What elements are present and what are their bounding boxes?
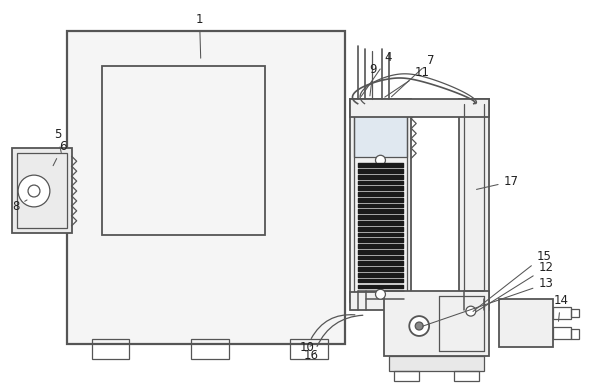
- Bar: [394, 371, 419, 381]
- Bar: [67, 31, 345, 344]
- Bar: [498, 299, 553, 347]
- Bar: [350, 99, 411, 302]
- Bar: [384, 291, 488, 356]
- Bar: [290, 339, 328, 359]
- Text: 10: 10: [300, 341, 315, 354]
- Bar: [454, 371, 479, 381]
- Bar: [571, 329, 579, 339]
- Bar: [17, 153, 67, 228]
- Text: 1: 1: [196, 13, 203, 58]
- Text: 12: 12: [476, 261, 553, 311]
- Bar: [12, 148, 71, 233]
- Text: 14: 14: [553, 294, 568, 321]
- Circle shape: [18, 175, 50, 207]
- Text: 15: 15: [473, 249, 551, 311]
- Bar: [571, 309, 579, 317]
- Text: 8: 8: [12, 200, 27, 213]
- Text: 16: 16: [304, 349, 319, 362]
- Circle shape: [466, 306, 476, 316]
- Bar: [553, 327, 571, 339]
- Text: 9: 9: [370, 63, 377, 96]
- Circle shape: [409, 316, 429, 336]
- Bar: [350, 99, 488, 117]
- Text: 4: 4: [361, 51, 392, 96]
- Circle shape: [376, 155, 386, 165]
- Text: 7: 7: [391, 54, 435, 97]
- Circle shape: [376, 289, 386, 299]
- Text: 6: 6: [53, 140, 67, 166]
- Bar: [191, 339, 229, 359]
- Bar: [459, 99, 488, 307]
- Circle shape: [415, 322, 423, 330]
- Bar: [354, 103, 407, 157]
- Text: 5: 5: [54, 128, 61, 152]
- Text: 13: 13: [423, 277, 553, 326]
- Bar: [350, 292, 488, 310]
- Bar: [102, 66, 265, 235]
- Bar: [389, 356, 484, 371]
- Circle shape: [28, 185, 40, 197]
- Bar: [553, 307, 571, 319]
- Text: 17: 17: [477, 175, 519, 189]
- Text: 11: 11: [385, 66, 429, 97]
- Bar: [92, 339, 129, 359]
